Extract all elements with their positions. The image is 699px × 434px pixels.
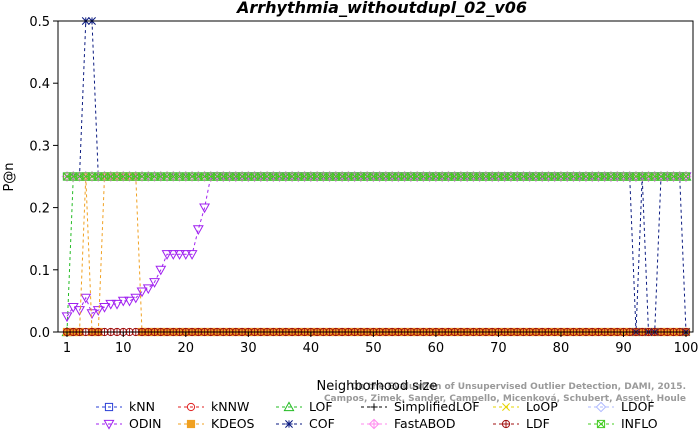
y-tick-label: 0.2 (29, 202, 50, 217)
data-point-odin (136, 287, 148, 298)
legend-label-ldf: LDF (526, 416, 550, 431)
series-line-lof (66, 176, 686, 333)
data-point-odin (105, 299, 117, 310)
data-point-odin (167, 250, 179, 260)
y-tick-label: 0.1 (29, 264, 50, 279)
y-axis-label: P@n (2, 162, 17, 191)
y-tick-label: 0.3 (29, 139, 50, 154)
data-point-odin (155, 265, 167, 276)
x-tick-label: 100 (674, 341, 699, 356)
data-point-odin (174, 250, 185, 260)
x-tick-label: 20 (178, 341, 195, 356)
x-tick-label: 40 (303, 341, 320, 356)
data-point-odin (117, 296, 129, 307)
series-line-kdeos (67, 176, 686, 333)
data-point-odin (192, 225, 204, 235)
legend-label-odin: ODIN (129, 416, 162, 431)
legend-marker-kdeos (186, 419, 196, 429)
x-tick-label: 1 (63, 341, 71, 356)
data-point-odin (180, 250, 192, 260)
data-point-odin (92, 306, 104, 316)
data-point-odin (142, 284, 154, 295)
data-point-odin (149, 278, 160, 288)
legend-marker-ldof (595, 401, 607, 413)
legend-label-loop: LoOP (526, 399, 558, 414)
legend-item-ldf: LDF (493, 416, 550, 431)
legend-marker-knn (104, 402, 114, 412)
data-point-odin (61, 312, 73, 323)
data-point-odin (130, 293, 142, 304)
legend-label-kdeos: KDEOS (211, 416, 255, 431)
y-tick-label: 0.5 (29, 15, 50, 30)
chart-title: Arrhythmia_withoutdupl_02_v06 (235, 0, 527, 17)
y-tick-label: 0.4 (29, 77, 50, 92)
plot-area (61, 17, 692, 337)
x-axis-label: Neighborhood size (317, 379, 438, 394)
watermark-line-1: On the Evaluation of Unsupervised Outlie… (351, 382, 686, 392)
data-point-odin (74, 306, 85, 316)
plot-frame (57, 20, 694, 333)
legend-label-fastabod: FastABOD (394, 416, 456, 431)
data-point-odin (199, 203, 211, 214)
legend-item-knn: kNN (96, 399, 155, 414)
x-tick-label: 10 (115, 341, 132, 356)
data-point-odin (80, 293, 92, 304)
series-odin (61, 172, 692, 323)
legend-marker-loop (502, 403, 510, 411)
legend-item-odin: ODIN (96, 416, 162, 431)
legend-marker-ldf (501, 419, 511, 429)
legend-item-kdeos: KDEOS (178, 416, 255, 431)
data-point-odin (161, 250, 173, 260)
legend-label-knn: kNN (129, 399, 155, 414)
data-point-odin (67, 303, 79, 313)
legend-label-cof: COF (309, 416, 335, 431)
legend-marker-odin (103, 419, 115, 430)
x-tick-label: 90 (615, 341, 632, 356)
legend-item-lof: LOF (276, 399, 333, 414)
y-tick-label: 0.0 (29, 326, 50, 341)
data-point-odin (86, 309, 98, 319)
legend: kNN kNNW LOF SimplifiedLOF LoOP LDOF ODIN KDEOS… (96, 399, 658, 431)
legend-label-inflo: INFLO (621, 416, 658, 431)
legend-item-ldof: LDOF (588, 399, 655, 414)
x-tick-label: 80 (553, 341, 570, 356)
legend-item-cof: COF (276, 416, 335, 431)
x-tick-label: 70 (490, 341, 507, 356)
series-line-odin (66, 176, 686, 317)
legend-marker-inflo (596, 419, 606, 429)
series-inflo (62, 172, 691, 181)
data-point-odin (99, 303, 110, 313)
legend-item-knnw: kNNW (178, 399, 249, 414)
series-lof (61, 170, 692, 337)
legend-label-knnw: kNNW (211, 399, 249, 414)
data-point-inflo (681, 172, 691, 181)
legend-marker-cof (285, 420, 293, 428)
x-tick-label: 30 (240, 341, 257, 356)
x-tick-label: 60 (428, 341, 445, 356)
x-tick-label: 50 (365, 341, 382, 356)
legend-marker-simplifiedlof (370, 403, 378, 411)
data-point-odin (186, 250, 198, 260)
axes: 1 10 20 30 40 50 60 70 80 90 100 0.0 0.1 0.2 0.3 0.4 0.5 (29, 15, 698, 356)
legend-marker-lof (283, 401, 295, 412)
legend-label-simplifiedlof: SimplifiedLOF (394, 399, 480, 414)
legend-item-simplifiedlof: SimplifiedLOF (361, 399, 480, 414)
legend-item-fastabod: FastABOD (361, 416, 456, 431)
data-point-odin (124, 296, 135, 307)
watermark-line-2: Campos, Zimek, Sander, Campello, Micenko… (324, 394, 686, 404)
legend-label-ldof: LDOF (621, 399, 655, 414)
legend-marker-fastabod (368, 418, 380, 430)
data-point-odin (111, 299, 123, 310)
legend-item-loop: LoOP (493, 399, 558, 414)
series-kdeos (62, 172, 691, 337)
legend-item-inflo: INFLO (588, 416, 658, 431)
legend-label-lof: LOF (309, 399, 333, 414)
legend-marker-knnw (186, 402, 196, 412)
